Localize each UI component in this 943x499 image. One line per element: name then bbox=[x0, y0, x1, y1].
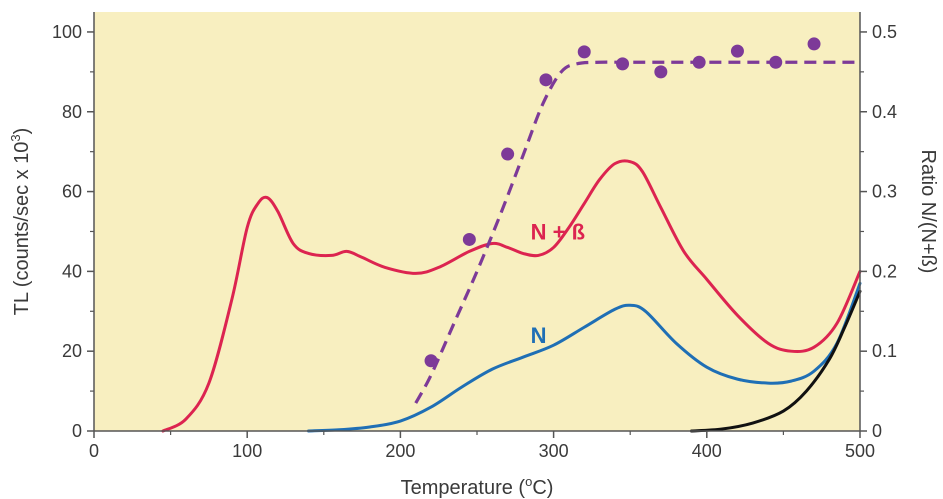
y-tick-label: 80 bbox=[62, 102, 82, 122]
ratio-data-point bbox=[730, 44, 744, 58]
x-tick-label: 300 bbox=[539, 441, 569, 461]
y2-tick-label: 0 bbox=[872, 421, 882, 441]
series-line-2 bbox=[689, 289, 862, 433]
ratio-data-point bbox=[501, 147, 515, 161]
ratio-data-point bbox=[577, 45, 591, 59]
ratio-data-point bbox=[769, 55, 783, 69]
ratio-data-point bbox=[807, 37, 821, 51]
y2-tick-label: 0.1 bbox=[872, 341, 897, 361]
ratio-data-point bbox=[424, 354, 438, 368]
y-tick-label: 60 bbox=[62, 182, 82, 202]
x-tick-label: 200 bbox=[385, 441, 415, 461]
y-tick-label: 0 bbox=[72, 421, 82, 441]
axes-layer: 0 100 200 300 400 50002040608010000.10.20.30.… bbox=[52, 12, 897, 461]
y2-tick-label: 0.2 bbox=[872, 261, 897, 281]
series-label: N bbox=[531, 323, 547, 348]
y-tick-label: 40 bbox=[62, 261, 82, 281]
ratio-data-point bbox=[616, 57, 630, 71]
x-axis-title: Temperature (oC) bbox=[401, 474, 554, 499]
x-tick-label: 0 bbox=[89, 441, 99, 461]
y-tick-label: 100 bbox=[52, 22, 82, 42]
y-axis-title: TL (counts/sec x 103) bbox=[8, 128, 33, 316]
y2-tick-label: 0.4 bbox=[872, 102, 897, 122]
ratio-points-layer bbox=[424, 37, 821, 368]
series-line-3 bbox=[414, 60, 860, 404]
y-tick-label: 20 bbox=[62, 341, 82, 361]
ratio-data-point bbox=[539, 73, 553, 87]
series-line-n bbox=[161, 159, 862, 433]
y2-tick-label: 0.3 bbox=[872, 182, 897, 202]
y2-tick-label: 0.5 bbox=[872, 22, 897, 42]
series-labels-layer: N + ß N bbox=[531, 219, 585, 348]
ratio-data-point bbox=[654, 65, 668, 79]
x-tick-label: 500 bbox=[845, 441, 875, 461]
series-label: N + ß bbox=[531, 219, 585, 244]
series-layer bbox=[161, 60, 862, 433]
series-line-n bbox=[306, 281, 862, 433]
plot-background bbox=[94, 12, 860, 431]
ratio-data-point bbox=[462, 232, 476, 246]
x-tick-label: 400 bbox=[692, 441, 722, 461]
y2-axis-title: Ratio N/(N+ß) bbox=[917, 150, 939, 274]
x-tick-label: 100 bbox=[232, 441, 262, 461]
ratio-data-point bbox=[692, 55, 706, 69]
